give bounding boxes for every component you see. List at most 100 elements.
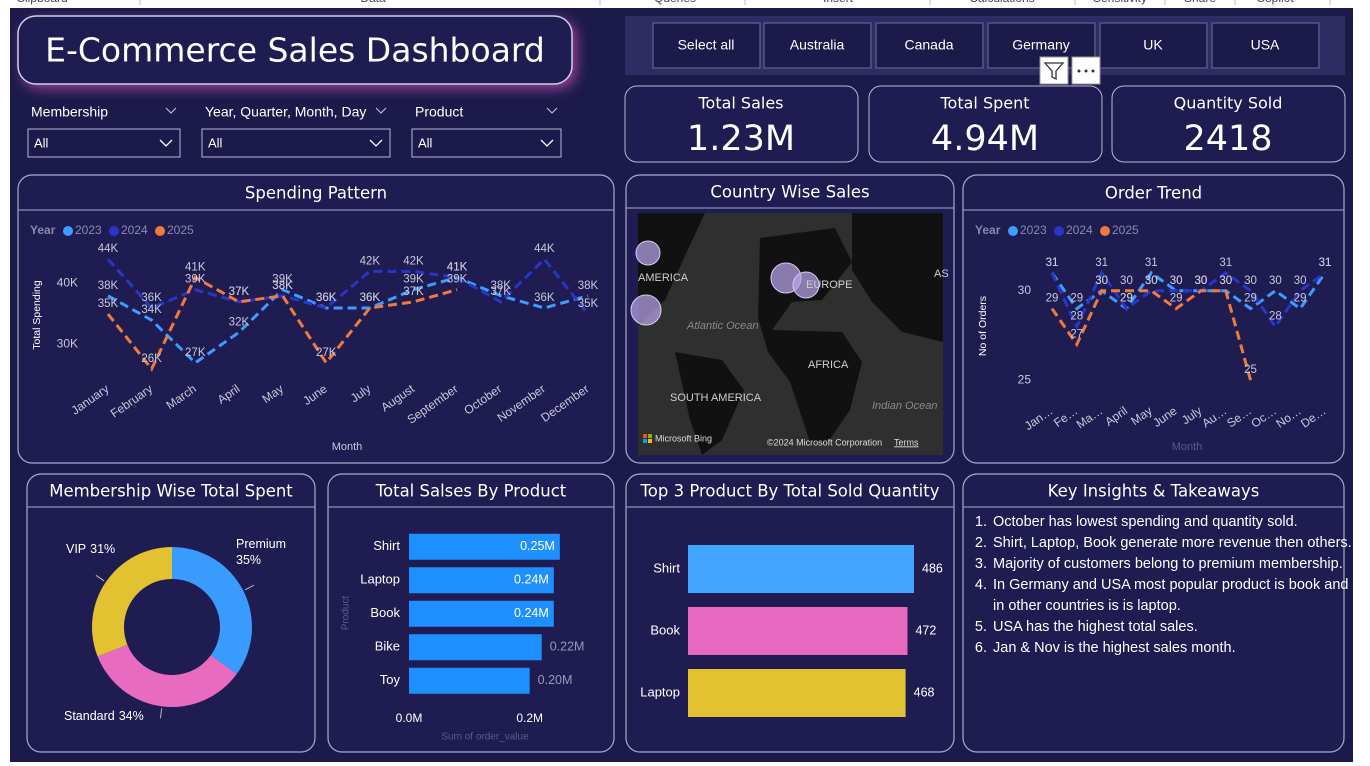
map-attribution: Microsoft Bing [655, 433, 712, 443]
dropdown-chevron [159, 139, 173, 147]
series-line [107, 275, 589, 365]
x-tick-label: 0.2M [516, 711, 543, 725]
data-label: 30 [1195, 275, 1208, 287]
data-label: 29 [1070, 293, 1083, 305]
data-label: 34K [141, 304, 162, 316]
country-button[interactable] [875, 22, 984, 69]
panel-title: Total Salses By Product [375, 482, 567, 501]
panel-title: Top 3 Product By Total Sold Quantity [639, 482, 939, 501]
data-label: 38K [490, 280, 511, 292]
y-tick-label: 40K [57, 276, 78, 290]
bing-logo [648, 434, 652, 438]
insight-item: Jan & Nov is the highest sales month. [991, 638, 1353, 659]
map-label: AMERICA [638, 272, 689, 284]
data-label: 28 [1269, 311, 1282, 323]
map-bubble [635, 240, 661, 266]
leader-line [159, 708, 163, 719]
slicer-value: All [418, 135, 433, 150]
data-label: 32K [229, 316, 250, 328]
country-button[interactable] [652, 22, 761, 69]
data-label: 39K [272, 274, 293, 286]
ribbon-label: Share [1184, 0, 1216, 5]
data-label: 41K [447, 262, 468, 274]
data-label: 30 [1294, 275, 1307, 287]
legend-label: 2023 [75, 223, 102, 237]
data-label: 37K [490, 286, 511, 298]
panel-title: Membership Wise Total Spent [49, 482, 293, 501]
bing-logo [643, 439, 647, 443]
panel-title: Order Trend [1105, 184, 1202, 203]
panel [962, 174, 1345, 464]
insight-item: October has lowest spending and quantity… [991, 512, 1353, 533]
header-box [17, 15, 573, 85]
slicer-label: Membership [31, 104, 108, 120]
data-label: 30 [1095, 275, 1108, 287]
donut-label: Standard 34% [64, 709, 144, 723]
country-button-label: USA [1251, 37, 1280, 53]
kpi-value: 4.94M [931, 119, 1039, 159]
ribbon-label: Insert [823, 0, 854, 5]
legend-label: 2025 [167, 223, 194, 237]
data-label: 31 [1219, 257, 1232, 269]
country-button-label: UK [1143, 37, 1163, 53]
data-label: 35K [98, 298, 119, 310]
data-label: 44K [98, 243, 119, 255]
data-label: 29 [1294, 293, 1307, 305]
map-label: Indian Ocean [872, 400, 937, 412]
data-label: 25 [1244, 364, 1257, 376]
map-label: SOUTH AMERICA [670, 392, 762, 404]
slicer-value: All [208, 135, 223, 150]
country-button[interactable] [763, 22, 872, 69]
donut-slice [92, 547, 172, 657]
data-label: 38K [578, 280, 599, 292]
data-label: 41K [447, 262, 468, 274]
data-label: 39K [403, 274, 424, 286]
map-label: Atlantic Ocean [686, 320, 759, 332]
data-label: 0.25M [520, 539, 555, 553]
bar [688, 607, 908, 655]
data-label: 31 [1145, 257, 1158, 269]
donut-label-value: 34% [119, 709, 144, 723]
slicer-chevron [546, 107, 558, 114]
donut-label-category: Premium [236, 537, 286, 551]
insight-item: Majority of customers belong to premium … [991, 554, 1353, 575]
ribbon-label: Data [360, 0, 386, 5]
legend-label: 2023 [1020, 223, 1047, 237]
map-bubble [630, 294, 662, 326]
data-label: 468 [914, 685, 935, 699]
legend-label: 2025 [1112, 223, 1139, 237]
data-label: 39K [447, 274, 468, 286]
data-label: 31 [1319, 257, 1332, 269]
country-button[interactable] [1099, 22, 1208, 69]
data-label: 36K [534, 292, 555, 304]
data-label: 41K [185, 262, 206, 274]
series-line [106, 275, 458, 372]
kpi-value: 2418 [1183, 119, 1272, 159]
panel-title: Spending Pattern [245, 184, 387, 203]
donut-label-value: 35% [236, 553, 261, 567]
slicer-dropdown[interactable] [27, 128, 181, 158]
x-axis-title: Month [332, 441, 363, 453]
donut-slice [172, 547, 252, 675]
bar [688, 669, 906, 717]
data-label: 30 [1120, 275, 1133, 287]
ribbon-label: Queries [654, 0, 696, 5]
ribbon-label: Sensitivity [1093, 0, 1147, 5]
bar [409, 634, 542, 661]
x-axis-title: Month [1172, 441, 1203, 453]
data-label: 30 [1195, 275, 1208, 287]
donut-label: VIP 31% [66, 542, 115, 556]
map-label: AFRICA [808, 359, 849, 371]
leader-line [95, 574, 105, 582]
legend-marker [155, 226, 165, 236]
map-terms[interactable]: Terms [894, 437, 919, 447]
country-button[interactable] [1211, 22, 1320, 69]
slicer-dropdown[interactable] [201, 128, 391, 158]
leader-line [244, 584, 255, 591]
map-land [852, 213, 943, 342]
filter-icon[interactable] [1039, 56, 1069, 85]
data-label: 38K [272, 280, 293, 292]
slicer-dropdown[interactable] [411, 128, 562, 158]
slicer-label: Product [415, 104, 463, 120]
